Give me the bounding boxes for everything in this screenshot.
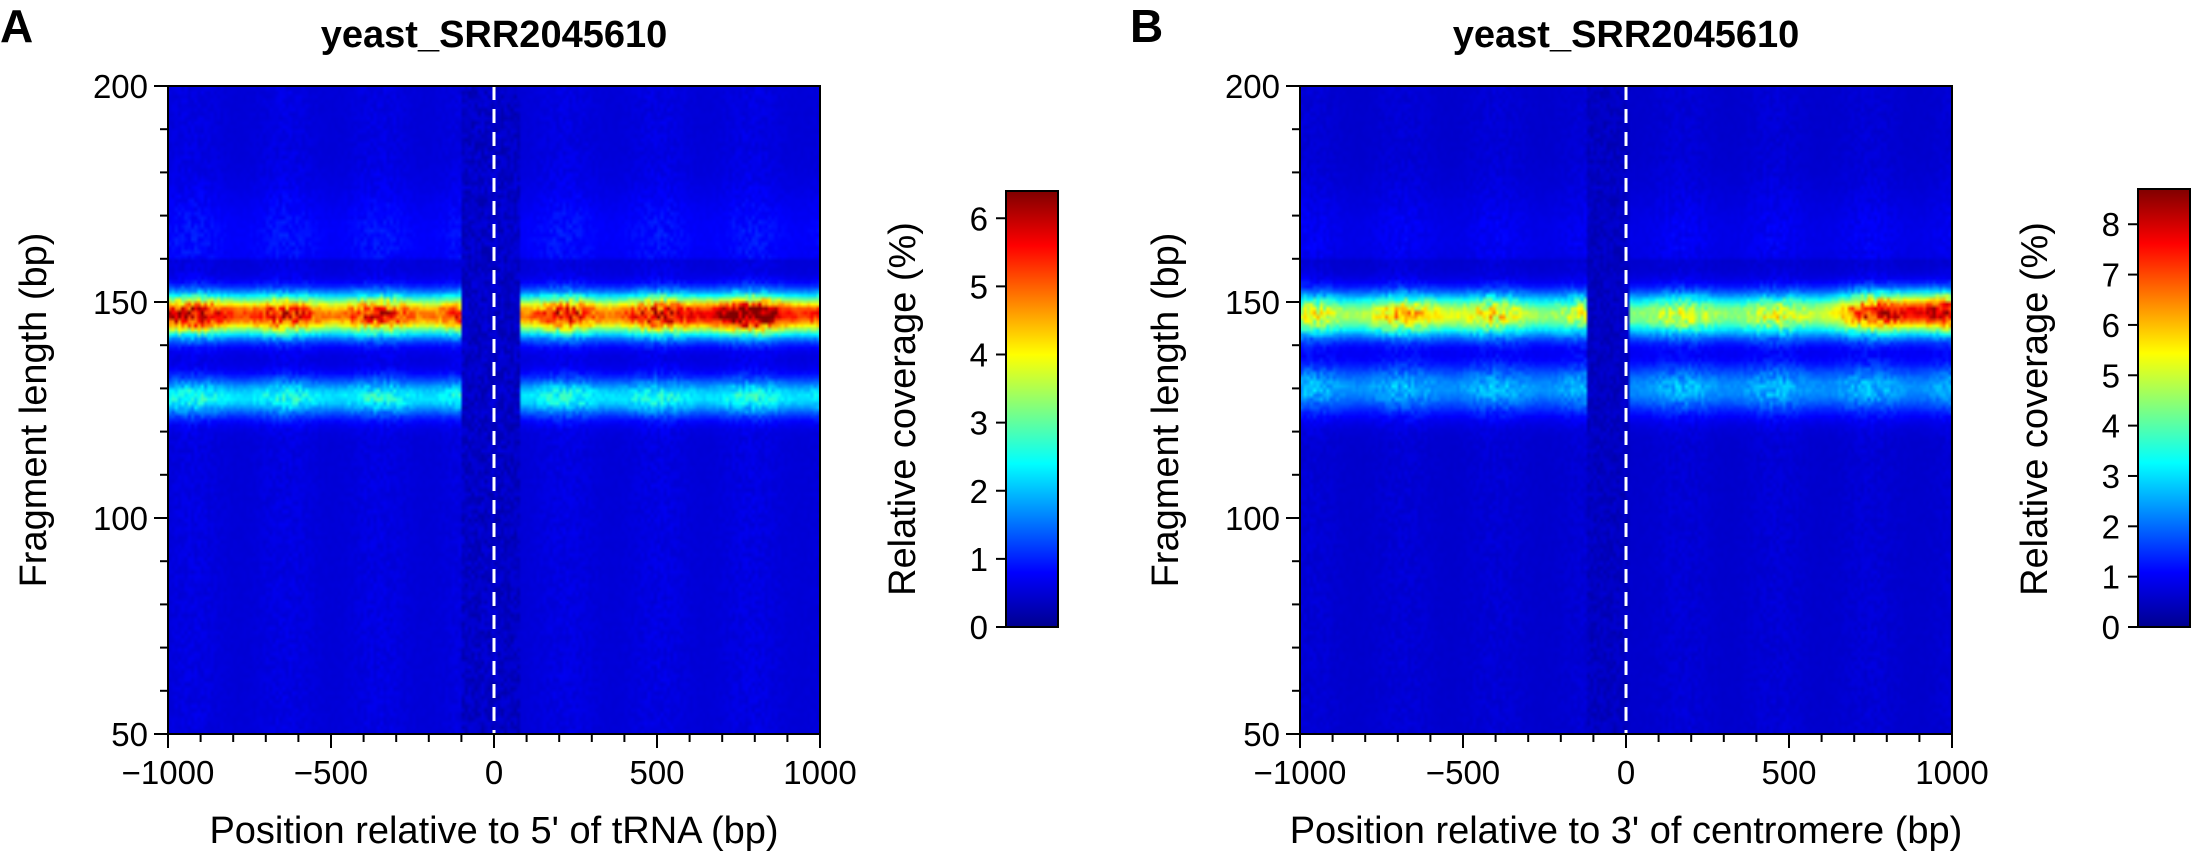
colorbar-tick-label: 5 xyxy=(2102,357,2120,394)
panel-a-colorbar-ticks: 0 1 2 3 4 5 6 xyxy=(970,200,1006,646)
x-tick-label: 1000 xyxy=(783,754,856,791)
colorbar-tick-label: 1 xyxy=(2102,559,2120,596)
panel-b-colorbar xyxy=(2137,188,2191,628)
x-tick-label: −500 xyxy=(294,754,368,791)
colorbar-tick-label: 0 xyxy=(2102,609,2120,646)
colorbar-tick-label: 4 xyxy=(2102,408,2120,445)
x-tick-label: −500 xyxy=(1426,754,1500,791)
y-tick-label: 200 xyxy=(1225,68,1280,105)
x-tick-label: 500 xyxy=(629,754,684,791)
panel-a: A yeast_SRR2045610 −1000 −500 0 500 1000 501… xyxy=(0,0,1059,852)
x-tick-label: 0 xyxy=(485,754,503,791)
panel-a-colorbar-label: Relative coverage (%) xyxy=(882,222,924,596)
panel-a-y-axis: 50 100 150 200 xyxy=(93,68,168,753)
y-tick-label: 50 xyxy=(1243,716,1280,753)
colorbar-tick-label: 6 xyxy=(2102,307,2120,344)
x-tick-label: 1000 xyxy=(1915,754,1988,791)
panel-a-y-axis-label: Fragment length (bp) xyxy=(13,233,55,588)
y-tick-label: 100 xyxy=(93,500,148,537)
panel-b-y-axis-label: Fragment length (bp) xyxy=(1145,233,1187,588)
y-tick-label: 150 xyxy=(93,284,148,321)
x-tick-label: −1000 xyxy=(122,754,215,791)
colorbar-tick-label: 2 xyxy=(970,473,988,510)
panel-b-colorbar-label: Relative coverage (%) xyxy=(2014,222,2056,596)
x-tick-label: 0 xyxy=(1617,754,1635,791)
colorbar-tick-label: 1 xyxy=(970,541,988,578)
panel-a-letter: A xyxy=(0,0,33,52)
panel-b-x-axis: −1000 −500 0 500 1000 xyxy=(1254,734,1989,791)
colorbar-tick-label: 2 xyxy=(2102,508,2120,545)
colorbar-tick-label: 3 xyxy=(2102,458,2120,495)
panel-a-x-axis-label: Position relative to 5' of tRNA (bp) xyxy=(209,810,778,852)
panel-b-x-axis-label: Position relative to 3' of centromere (b… xyxy=(1290,810,1963,852)
panel-b-title: yeast_SRR2045610 xyxy=(1453,14,1800,56)
x-tick-label: 500 xyxy=(1761,754,1816,791)
colorbar-tick-label: 8 xyxy=(2102,206,2120,243)
panel-a-title: yeast_SRR2045610 xyxy=(321,14,668,56)
y-tick-label: 50 xyxy=(111,716,148,753)
x-tick-label: −1000 xyxy=(1254,754,1347,791)
panel-b-y-axis: 50 100 150 200 xyxy=(1225,68,1300,753)
colorbar-tick-label: 6 xyxy=(970,200,988,237)
colorbar-tick-label: 7 xyxy=(2102,257,2120,294)
colorbar-tick-label: 3 xyxy=(970,405,988,442)
panel-a-colorbar xyxy=(1005,190,1059,628)
panel-b: B yeast_SRR2045610 −1000 −500 0 500 1000 501… xyxy=(1130,0,2191,852)
panel-a-x-axis: −1000 −500 0 500 1000 xyxy=(122,734,857,791)
colorbar-tick-label: 5 xyxy=(970,268,988,305)
panel-b-letter: B xyxy=(1130,0,1163,52)
y-tick-label: 100 xyxy=(1225,500,1280,537)
y-tick-label: 200 xyxy=(93,68,148,105)
colorbar-tick-label: 0 xyxy=(970,609,988,646)
y-tick-label: 150 xyxy=(1225,284,1280,321)
panel-b-colorbar-ticks: 0 1 2 3 4 5 6 7 8 xyxy=(2102,206,2138,646)
colorbar-tick-label: 4 xyxy=(970,337,988,374)
